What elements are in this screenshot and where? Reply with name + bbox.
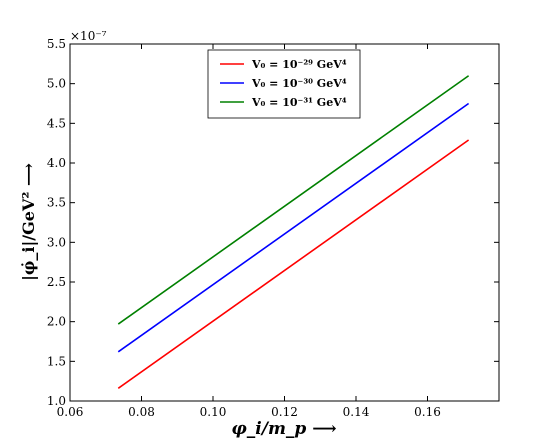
legend-label-2: V₀ = 10⁻³⁰ GeV⁴ [251, 77, 347, 90]
x-axis-ticks: 0.06 0.08 0.10 0.12 0.14 0.16 [57, 44, 441, 419]
series-line-2 [117, 102, 470, 353]
x-tick-label: 0.14 [343, 405, 370, 419]
series-line-3 [117, 75, 470, 325]
y-axis-multiplier: ×10⁻⁷ [70, 29, 107, 43]
legend-label-1: V₀ = 10⁻²⁹ GeV⁴ [251, 58, 347, 71]
x-tick-label: 0.10 [200, 405, 227, 419]
series-lines [117, 75, 470, 389]
y-tick-label: 1.0 [47, 394, 66, 408]
y-tick-label: 3.5 [47, 196, 66, 210]
y-tick-label: 5.0 [47, 77, 66, 91]
y-tick-label: 1.5 [47, 354, 66, 368]
legend-box [207, 49, 361, 119]
y-tick-label: 5.5 [47, 37, 66, 51]
x-axis-label: φ_i/m_p ⟶ [231, 419, 336, 439]
legend: V₀ = 10⁻²⁹ GeV⁴ V₀ = 10⁻³⁰ GeV⁴ V₀ = 10⁻³¹… [207, 49, 361, 119]
x-tick-label: 0.06 [57, 405, 84, 419]
x-tick-label: 0.16 [414, 405, 441, 419]
y-axis-ticks: 1.0 1.5 2.0 2.5 3.0 3.5 4.0 4.5 5.0 5.5 [47, 37, 499, 408]
series-line-1 [117, 139, 470, 389]
y-tick-label: 4.0 [47, 156, 66, 170]
x-tick-label: 0.12 [271, 405, 298, 419]
legend-label-3: V₀ = 10⁻³¹ GeV⁴ [251, 96, 347, 109]
y-tick-label: 3.0 [47, 235, 66, 249]
y-tick-label: 4.5 [47, 116, 66, 130]
y-tick-label: 2.5 [47, 275, 66, 289]
y-axis-label: |φ̇_i|/GeV² ⟶ [19, 163, 38, 281]
y-tick-label: 2.0 [47, 315, 66, 329]
x-tick-label: 0.08 [128, 405, 155, 419]
